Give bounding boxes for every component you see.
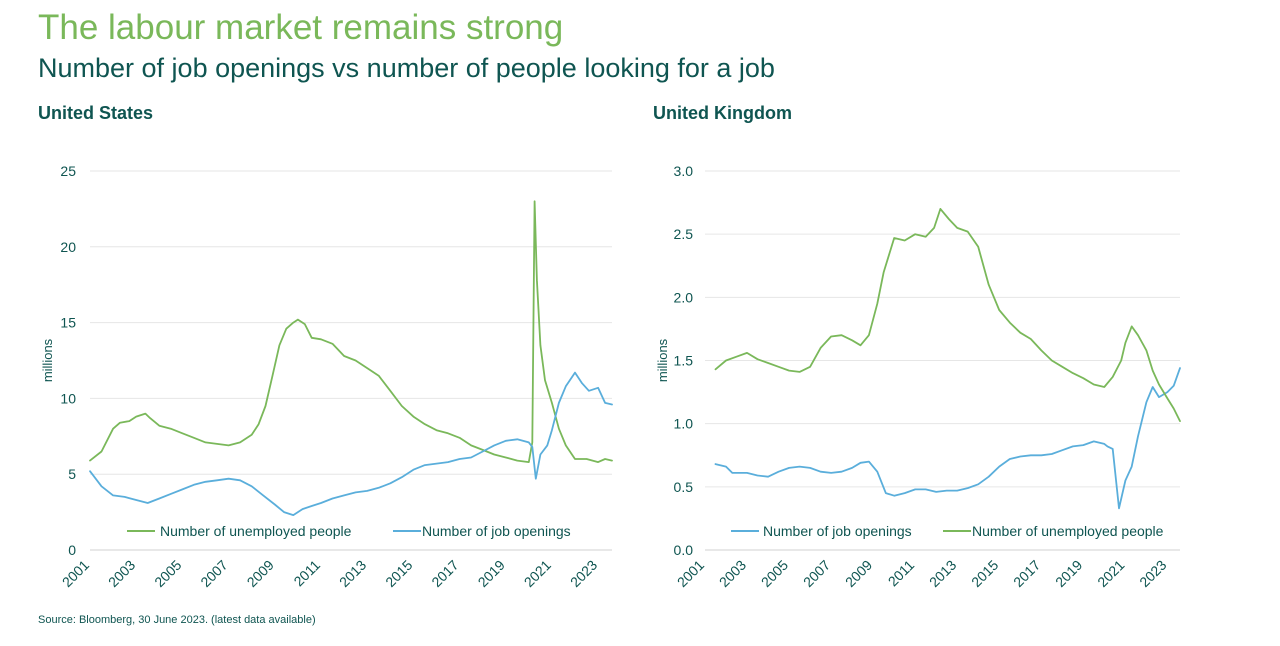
legend-label: Number of job openings [422, 523, 571, 539]
x-tick-label: 2013 [926, 557, 959, 590]
legend-label: Number of unemployed people [972, 523, 1164, 539]
legend-item: Number of job openings [731, 523, 912, 539]
x-tick-label: 2015 [968, 557, 1001, 590]
y-tick-label: 1.0 [674, 416, 694, 432]
us-chart-title: United States [38, 103, 154, 123]
y-tick-label: 5 [68, 466, 76, 482]
series-line-number-of-unemployed-people [714, 208, 1181, 423]
y-tick-label: 10 [60, 390, 76, 406]
x-tick-label: 2021 [1094, 557, 1127, 590]
x-tick-label: 2003 [105, 557, 138, 590]
x-tick-label: 2013 [336, 557, 369, 590]
x-tick-label: 2001 [674, 557, 707, 590]
us-line-chart: 0 5 10 15 20 25 2001 2003 2005 2007 2009 2011 2013 20… [40, 163, 613, 590]
y-tick-label: 3.0 [674, 163, 694, 179]
y-tick-label: 2.5 [674, 226, 694, 242]
y-axis-label: millions [655, 338, 670, 382]
y-tick-label: 15 [60, 315, 76, 331]
y-tick-label: 0.0 [674, 542, 694, 558]
y-tick-label: 1.5 [674, 353, 694, 369]
y-tick-label: 25 [60, 163, 76, 179]
x-tick-label: 2011 [290, 557, 323, 590]
x-tick-label: 2019 [1052, 557, 1085, 590]
source-note: Source: Bloomberg, 30 June 2023. (latest… [38, 614, 316, 626]
x-tick-label: 2023 [1136, 557, 1169, 590]
x-tick-label: 2011 [885, 557, 918, 590]
y-tick-label: 0.5 [674, 479, 694, 495]
y-tick-label: 2.0 [674, 289, 694, 305]
x-tick-label: 2009 [842, 557, 875, 590]
x-tick-label: 2001 [59, 557, 92, 590]
y-tick-label: 20 [60, 239, 76, 255]
legend-item: Number of unemployed people [943, 523, 1164, 539]
x-tick-label: 2005 [758, 557, 791, 590]
uk-line-chart: 0.0 0.5 1.0 1.5 2.0 2.5 3.0 2001 2003 2005 2007 200… [655, 163, 1181, 590]
x-tick-label: 2021 [521, 557, 554, 590]
x-tick-label: 2017 [1010, 557, 1043, 590]
x-tick-label: 2017 [428, 557, 461, 590]
page-subtitle: Number of job openings vs number of peop… [38, 53, 775, 83]
series-line-number-of-unemployed-people [89, 200, 613, 464]
x-tick-label: 2005 [151, 557, 184, 590]
series-line-number-of-job-openings [714, 367, 1181, 510]
y-tick-label: 0 [68, 542, 76, 558]
uk-chart-title: United Kingdom [653, 103, 792, 123]
legend-item: Number of job openings [393, 523, 571, 539]
x-tick-label: 2023 [567, 557, 600, 590]
legend-label: Number of unemployed people [160, 523, 352, 539]
x-tick-label: 2015 [382, 557, 415, 590]
legend-item: Number of unemployed people [127, 523, 352, 539]
x-tick-label: 2007 [800, 557, 833, 590]
x-tick-label: 2003 [716, 557, 749, 590]
page-title: The labour market remains strong [38, 8, 564, 47]
series-line-number-of-job-openings [89, 371, 613, 517]
x-tick-label: 2009 [244, 557, 277, 590]
y-axis-label: millions [40, 338, 55, 382]
x-tick-label: 2007 [197, 557, 230, 590]
legend-label: Number of job openings [763, 523, 912, 539]
x-tick-label: 2019 [475, 557, 508, 590]
